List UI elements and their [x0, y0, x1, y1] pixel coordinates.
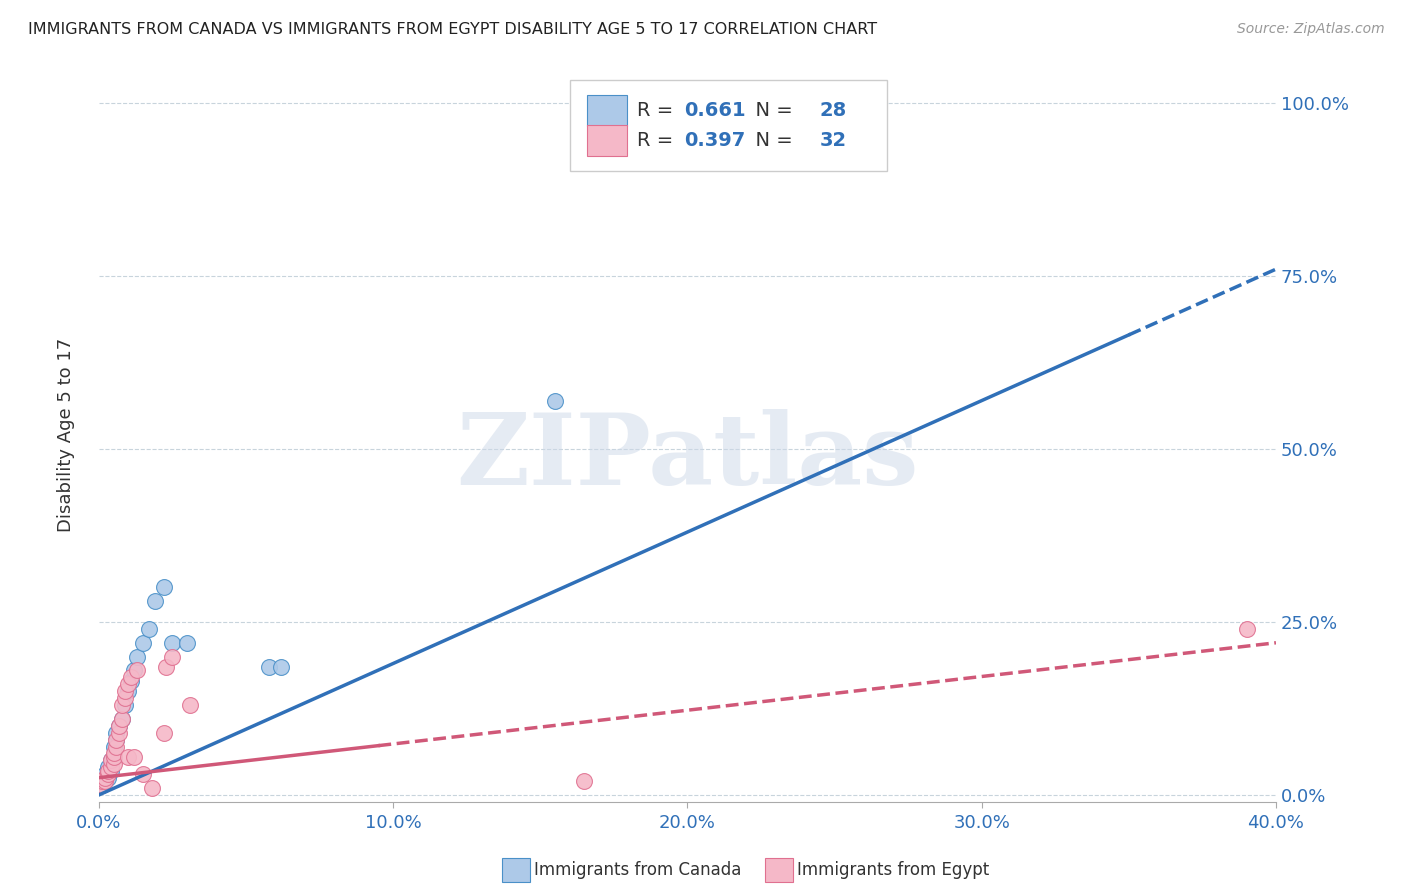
Point [103, 750, 125, 764]
Point [105, 732, 128, 747]
Point [90, 778, 112, 792]
Point [105, 732, 128, 747]
Point [105, 739, 128, 754]
Point [97, 767, 120, 781]
Point [114, 698, 136, 712]
Point [120, 670, 142, 684]
Point [125, 649, 148, 664]
Text: 28: 28 [820, 101, 846, 120]
Point [108, 719, 131, 733]
FancyBboxPatch shape [569, 79, 887, 171]
Point [120, 673, 142, 688]
Point [152, 581, 174, 595]
Point [574, 774, 596, 789]
Point [176, 636, 198, 650]
Point [132, 636, 155, 650]
Point [93, 767, 115, 781]
Point [103, 756, 125, 771]
Point [103, 739, 125, 754]
Text: 0.397: 0.397 [683, 131, 745, 150]
Point [162, 636, 184, 650]
FancyBboxPatch shape [588, 95, 627, 126]
Text: IMMIGRANTS FROM CANADA VS IMMIGRANTS FROM EGYPT DISABILITY AGE 5 TO 17 CORRELATI: IMMIGRANTS FROM CANADA VS IMMIGRANTS FRO… [28, 22, 877, 37]
Text: R =: R = [637, 131, 679, 150]
Point [155, 660, 177, 674]
Text: N =: N = [742, 131, 799, 150]
Point [111, 712, 134, 726]
Text: N =: N = [742, 101, 799, 120]
Point [132, 767, 155, 781]
Point [93, 774, 115, 789]
Point [100, 753, 122, 767]
Point [93, 774, 115, 789]
Point [138, 622, 160, 636]
Text: Immigrants from Egypt: Immigrants from Egypt [797, 861, 990, 880]
Point [100, 760, 122, 774]
Point [97, 764, 120, 778]
Y-axis label: Disability Age 5 to 17: Disability Age 5 to 17 [58, 338, 75, 533]
Point [122, 750, 145, 764]
Point [108, 719, 131, 733]
Point [141, 780, 163, 795]
Point [97, 760, 120, 774]
Point [90, 774, 112, 789]
Point [270, 660, 292, 674]
Point [114, 691, 136, 706]
Point [152, 725, 174, 739]
FancyBboxPatch shape [588, 125, 627, 156]
Point [108, 725, 131, 739]
Text: R =: R = [637, 101, 679, 120]
Text: ZIPatlas: ZIPatlas [456, 409, 918, 506]
Point [103, 747, 125, 761]
Point [117, 677, 139, 691]
Point [100, 764, 122, 778]
Point [125, 664, 148, 678]
Point [117, 684, 139, 698]
Point [90, 778, 112, 792]
Point [179, 698, 201, 712]
Text: 32: 32 [820, 131, 846, 150]
Point [93, 771, 115, 785]
Point [103, 750, 125, 764]
Point [111, 698, 134, 712]
Point [1236, 622, 1258, 636]
Point [162, 649, 184, 664]
Text: 0.661: 0.661 [683, 101, 745, 120]
Point [114, 684, 136, 698]
Text: Immigrants from Canada: Immigrants from Canada [534, 861, 741, 880]
Point [143, 594, 166, 608]
Text: Source: ZipAtlas.com: Source: ZipAtlas.com [1237, 22, 1385, 37]
Point [117, 750, 139, 764]
Point [544, 393, 567, 408]
Point [105, 725, 128, 739]
Point [122, 664, 145, 678]
Point [111, 712, 134, 726]
Point [259, 660, 281, 674]
Point [100, 753, 122, 767]
Point [97, 771, 120, 785]
